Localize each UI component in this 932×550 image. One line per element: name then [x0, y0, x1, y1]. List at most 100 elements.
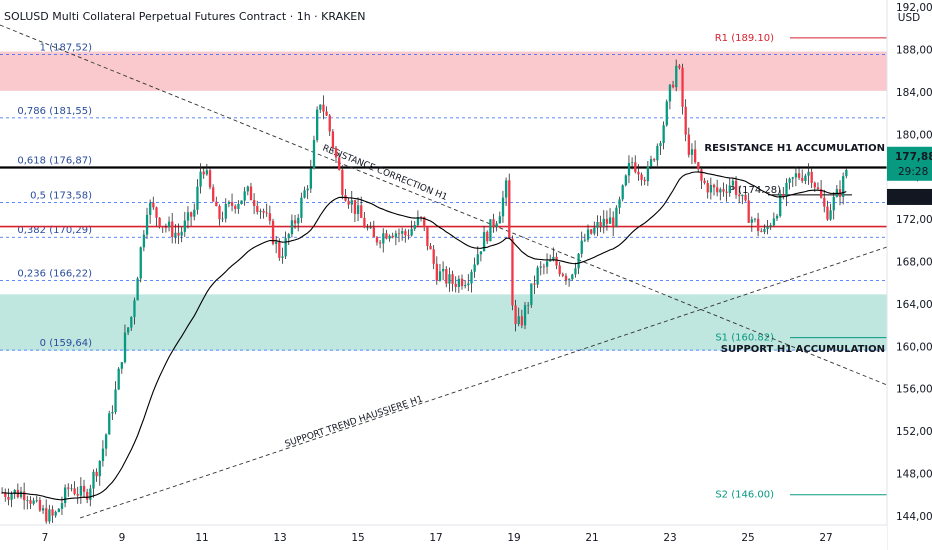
candle[interactable]	[218, 204, 221, 226]
candle[interactable]	[13, 489, 16, 499]
candle[interactable]	[111, 405, 114, 420]
candle[interactable]	[517, 307, 520, 327]
candle[interactable]	[388, 234, 391, 242]
candle[interactable]	[208, 168, 212, 190]
candle[interactable]	[397, 228, 401, 243]
candle[interactable]	[246, 185, 249, 196]
candle[interactable]	[287, 232, 290, 245]
candle[interactable]	[391, 232, 394, 239]
candle[interactable]	[82, 479, 86, 498]
candle[interactable]	[637, 164, 640, 181]
candle[interactable]	[555, 252, 558, 270]
candle[interactable]	[501, 190, 505, 223]
candle[interactable]	[653, 157, 656, 163]
candle[interactable]	[127, 327, 130, 336]
candle[interactable]	[580, 231, 583, 258]
candle[interactable]	[788, 177, 791, 190]
candle[interactable]	[268, 205, 272, 225]
candle[interactable]	[316, 106, 319, 143]
candle[interactable]	[785, 178, 788, 207]
candle[interactable]	[470, 269, 473, 293]
candle[interactable]	[108, 410, 111, 435]
candle[interactable]	[92, 469, 95, 498]
candle[interactable]	[549, 254, 552, 262]
candle[interactable]	[164, 223, 168, 233]
candle[interactable]	[234, 204, 237, 214]
candle[interactable]	[413, 221, 416, 231]
candle[interactable]	[574, 262, 577, 278]
candle[interactable]	[542, 263, 546, 275]
candle[interactable]	[690, 143, 694, 165]
candle[interactable]	[772, 212, 776, 227]
candle[interactable]	[38, 496, 42, 513]
candle[interactable]	[7, 488, 10, 506]
candle[interactable]	[86, 488, 89, 504]
candle[interactable]	[442, 261, 445, 281]
candle[interactable]	[385, 229, 388, 240]
candle[interactable]	[174, 224, 177, 244]
candle[interactable]	[379, 239, 382, 249]
candle[interactable]	[158, 217, 161, 229]
candle[interactable]	[467, 274, 470, 292]
candle[interactable]	[797, 168, 801, 180]
candle[interactable]	[394, 230, 398, 246]
candle[interactable]	[32, 497, 35, 506]
candle[interactable]	[659, 140, 662, 156]
candle[interactable]	[684, 99, 687, 142]
candle[interactable]	[448, 267, 451, 292]
candle[interactable]	[760, 228, 763, 233]
candle[interactable]	[202, 168, 205, 179]
candle[interactable]	[67, 483, 70, 497]
candle[interactable]	[590, 228, 593, 235]
candle[interactable]	[45, 499, 48, 524]
candle[interactable]	[514, 299, 517, 332]
candle[interactable]	[438, 264, 442, 282]
candle[interactable]	[338, 152, 341, 171]
candle[interactable]	[520, 309, 524, 329]
candle[interactable]	[205, 163, 209, 176]
candle[interactable]	[161, 226, 164, 233]
candle[interactable]	[495, 220, 498, 232]
candle[interactable]	[586, 224, 590, 243]
candle[interactable]	[775, 213, 779, 222]
candle[interactable]	[322, 95, 325, 120]
time-axis[interactable]	[0, 525, 887, 550]
candle[interactable]	[300, 192, 303, 223]
candle[interactable]	[725, 184, 728, 202]
candle[interactable]	[473, 257, 476, 278]
candle[interactable]	[230, 193, 234, 212]
support-trendline[interactable]	[79, 246, 888, 519]
candle[interactable]	[640, 172, 643, 186]
candle[interactable]	[750, 216, 753, 232]
candle[interactable]	[807, 163, 810, 185]
candle[interactable]	[801, 169, 804, 184]
candle[interactable]	[571, 273, 574, 281]
candle[interactable]	[293, 214, 297, 229]
candle[interactable]	[599, 215, 602, 233]
candle[interactable]	[489, 219, 492, 242]
candle[interactable]	[687, 127, 690, 158]
candle[interactable]	[155, 206, 158, 227]
candle[interactable]	[486, 230, 489, 244]
candle[interactable]	[401, 227, 404, 241]
candle[interactable]	[451, 270, 454, 292]
candle[interactable]	[183, 211, 186, 238]
candle[interactable]	[35, 495, 38, 503]
candle[interactable]	[215, 196, 218, 207]
candle[interactable]	[464, 280, 467, 289]
candle[interactable]	[256, 200, 259, 215]
candle[interactable]	[104, 433, 108, 457]
candle[interactable]	[432, 245, 435, 270]
candle[interactable]	[782, 187, 785, 200]
candle[interactable]	[142, 230, 146, 252]
candle[interactable]	[744, 193, 747, 202]
candle[interactable]	[117, 367, 120, 390]
candle[interactable]	[823, 189, 826, 213]
candle[interactable]	[728, 177, 731, 197]
candle[interactable]	[810, 167, 813, 189]
candle[interactable]	[649, 155, 653, 170]
candle[interactable]	[10, 491, 13, 508]
candle[interactable]	[508, 173, 511, 239]
candle[interactable]	[281, 247, 284, 264]
